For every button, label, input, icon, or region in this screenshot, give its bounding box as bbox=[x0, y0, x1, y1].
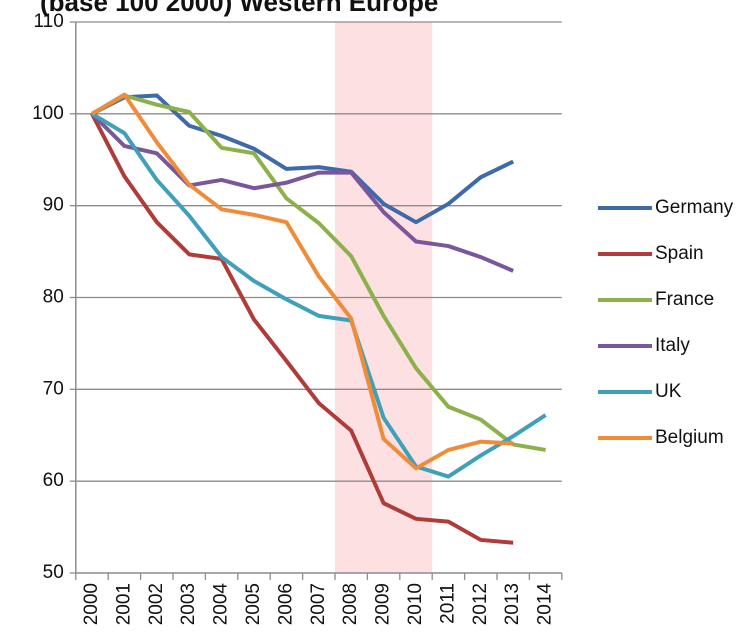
x-tick-label: 2014 bbox=[535, 583, 556, 626]
legend-label: UK bbox=[655, 381, 682, 402]
x-tick-label: 2008 bbox=[340, 583, 361, 625]
x-tick-label: 2010 bbox=[405, 583, 426, 625]
legend-label: France bbox=[655, 289, 714, 310]
x-tick-label: 2013 bbox=[502, 583, 523, 625]
y-tick-label: 60 bbox=[43, 470, 64, 491]
legend-label: Germany bbox=[655, 197, 734, 218]
legend-label: Belgium bbox=[655, 427, 724, 448]
x-tick-label: 2011 bbox=[437, 583, 458, 624]
x-tick-label: 2009 bbox=[373, 583, 394, 625]
y-tick-label: 90 bbox=[43, 195, 64, 216]
x-tick-label: 2007 bbox=[308, 583, 329, 625]
series-line bbox=[91, 93, 546, 452]
x-tick-label: 2003 bbox=[178, 583, 199, 625]
series-line bbox=[90, 112, 514, 545]
x-tick-label: 2005 bbox=[243, 583, 264, 625]
y-tick-label: 110 bbox=[34, 11, 64, 32]
x-tick-label: 2000 bbox=[81, 583, 102, 625]
series-line bbox=[90, 112, 514, 273]
y-tick-label: 70 bbox=[43, 378, 64, 399]
x-tick-label: 2001 bbox=[113, 583, 134, 625]
legend-label: Spain bbox=[655, 243, 704, 264]
legend-label: Italy bbox=[655, 335, 690, 356]
x-tick-label: 2004 bbox=[211, 583, 232, 626]
series-line bbox=[90, 92, 514, 471]
x-tick-label: 2012 bbox=[470, 583, 491, 625]
chart-title: (base 100 2000) Western Europe bbox=[40, 0, 438, 17]
y-tick-label: 50 bbox=[43, 562, 64, 583]
y-tick-label: 100 bbox=[32, 103, 64, 124]
x-tick-label: 2006 bbox=[275, 583, 296, 625]
y-tick-label: 80 bbox=[43, 287, 64, 308]
series-line bbox=[90, 112, 547, 479]
series-line bbox=[91, 93, 515, 225]
x-tick-label: 2002 bbox=[146, 583, 167, 625]
